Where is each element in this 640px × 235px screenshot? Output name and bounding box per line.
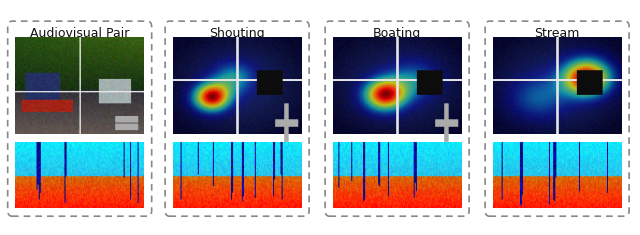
Text: Shouting: Shouting [209,27,265,40]
FancyBboxPatch shape [115,124,138,130]
FancyBboxPatch shape [435,119,458,127]
FancyBboxPatch shape [444,103,449,142]
FancyBboxPatch shape [275,119,298,127]
Text: Boating: Boating [373,27,421,40]
Text: Stream: Stream [534,27,580,40]
FancyBboxPatch shape [115,116,138,123]
FancyBboxPatch shape [284,103,289,142]
Text: Audiovisual Pair: Audiovisual Pair [30,27,129,40]
